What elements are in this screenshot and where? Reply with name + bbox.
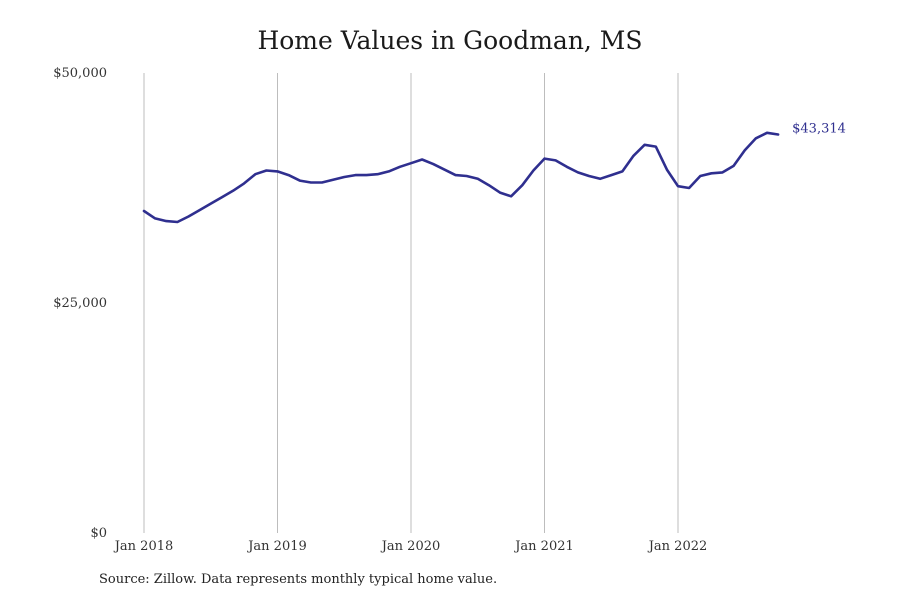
x-tick-label: Jan 2018 [113,539,174,554]
x-tick-label: Jan 2021 [513,539,574,554]
series-line [142,131,780,224]
y-tick-label: $50,000 [53,66,107,81]
series-end-label: $43,314 [792,122,846,137]
series-layer: $43,314 [142,122,846,224]
y-tick-label: $25,000 [53,296,107,311]
chart-title: Home Values in Goodman, MS [257,26,643,55]
gridlines [143,73,679,533]
y-axis-ticks: $0 $25,000 $50,000 [53,66,107,541]
x-tick-label: Jan 2022 [647,539,708,554]
x-axis-ticks: Jan 2018 Jan 2019 Jan 2020 Jan 2021 Jan 2022 [113,539,708,554]
x-tick-label: Jan 2020 [380,539,441,554]
source-note: Source: Zillow. Data represents monthly … [99,572,498,587]
x-tick-label: Jan 2019 [246,539,307,554]
y-tick-label: $0 [90,526,107,541]
